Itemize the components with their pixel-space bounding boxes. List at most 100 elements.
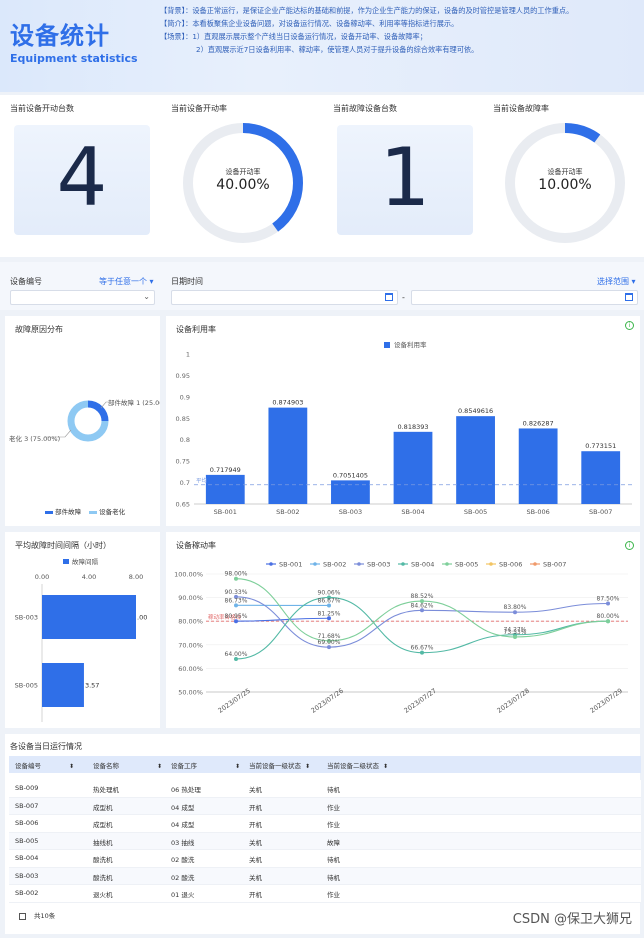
series-line-SB-004: [235, 596, 609, 660]
calendar-icon: [625, 293, 633, 301]
columns-icon[interactable]: [19, 912, 26, 920]
mtbf-title: 平均故障时间间隔（小时）: [15, 541, 111, 550]
x-tick-label: 8.00: [129, 573, 143, 581]
point-label: 80.95%: [225, 613, 248, 620]
desc-scene-2: 2）直观展示近7日设备利用率、稼动率，使管理人员对于提升设备的综合效率有理可依。: [196, 45, 479, 54]
sort-icon: ⬍: [157, 763, 163, 770]
legend-swatch: [384, 342, 390, 348]
table-cell: 作业: [327, 891, 340, 899]
table-row[interactable]: SB-006 成型机 04 成型 开机 作业: [9, 815, 641, 833]
table-cell: 酸洗机: [93, 856, 113, 864]
table-row[interactable]: SB-009 热处理机 06 热处理 关机 待机: [9, 780, 641, 798]
x-tick-label: 2023/07/25: [217, 687, 252, 715]
table-row[interactable]: SB-003 酸洗机 02 酸洗 关机 待机: [9, 867, 641, 885]
table-cell: 01 退火: [171, 891, 195, 899]
bar: [393, 431, 433, 504]
bar: [456, 416, 495, 504]
info-icon[interactable]: i: [625, 541, 634, 550]
legend-label: SB-004: [411, 561, 434, 569]
availability-chart: 50.00% 60.00% 70.00% 80.00% 90.00% 100.00% SB-…: [174, 561, 628, 715]
table-cell: 02 酸洗: [171, 873, 195, 882]
kpi-fault-count-value: 1: [379, 131, 431, 224]
legend-label: SB-005: [455, 561, 478, 569]
y-tick-label: 0.9: [180, 393, 190, 401]
series-point: [234, 656, 238, 661]
kpi-fault-count-card: 1: [337, 125, 473, 235]
device-filter-mode[interactable]: 等于任意一个 ▾: [99, 276, 154, 287]
point-label: 87.50%: [597, 596, 620, 603]
table-cell: 04 成型: [171, 803, 195, 812]
table-row[interactable]: SB-004 酸洗机 02 酸洗 关机 待机: [9, 850, 641, 868]
info-icon[interactable]: i: [625, 321, 634, 330]
point-label: 74.27%: [504, 627, 527, 634]
table-cell: SB-002: [15, 889, 39, 897]
legend-label-part-fault: 部件故障: [55, 508, 82, 516]
series-point: [513, 610, 517, 615]
mtbf-chart: 故障间隔 0.00 4.00 8.00 SB-003 .00 SB-005 3.57: [15, 557, 147, 722]
legend-label: SB-006: [499, 561, 522, 569]
legend-marker: [401, 562, 405, 566]
bar: [268, 407, 308, 504]
series-point: [327, 603, 331, 608]
table-cell: SB-005: [15, 836, 39, 845]
table-footer: 共10条: [19, 910, 55, 920]
header-status-1-label: 当前设备一级状态: [249, 762, 301, 770]
header-device-id-label: 设备编号: [15, 762, 41, 770]
kpi-running-rate-gauge: [183, 123, 303, 243]
table-header-row: 设备编号 ⬍ 设备名称 ⬍ 设备工序 ⬍ 当前设备一级状态 ⬍ 当前设备二级状态 ⬍: [9, 756, 641, 773]
legend-marker: [445, 562, 449, 566]
y-tick-label: 0.95: [176, 372, 190, 380]
calendar-icon: [385, 293, 393, 301]
bar-value-label: 0.7051405: [333, 471, 368, 479]
sort-icon: ⬍: [383, 763, 389, 770]
y-tick-label: SB-005: [15, 682, 38, 690]
header-status-1[interactable]: 当前设备一级状态 ⬍: [249, 760, 310, 770]
header-device-name[interactable]: 设备名称 ⬍: [93, 760, 162, 770]
chevron-down-icon: ⌄: [143, 292, 150, 301]
table-row[interactable]: SB-007 成型机 04 成型 开机 作业: [9, 797, 641, 815]
legend-label: SB-007: [543, 561, 566, 569]
kpi-fault-rate-center-label: 设备开动率: [547, 168, 583, 176]
series-point: [420, 608, 424, 613]
device-filter-select[interactable]: ⌄: [10, 290, 155, 305]
device-status-title: 各设备当日运行情况: [10, 742, 82, 751]
legend-label: SB-001: [279, 561, 302, 569]
point-label: 71.68%: [318, 633, 341, 640]
desc-intro: 【简介】：本看板聚焦企业设备问题，对设备运行情况、设备稼动率、利用率等指标进行展…: [160, 19, 459, 28]
legend-swatch-aging: [89, 510, 97, 514]
utilization-panel: 设备利用率 i 0.65 0.7 0.75 0.8 0.85 0.9 0.95 1 设备利用率 0…: [166, 316, 640, 526]
bar-value-label: 0.874903: [272, 399, 303, 407]
legend-marker: [489, 562, 493, 566]
table-cell: 关机: [249, 856, 262, 864]
header-process[interactable]: 设备工序 ⬍: [171, 760, 240, 770]
table-cell: 退火机: [93, 891, 113, 899]
table-row[interactable]: SB-005 抽线机 03 抽线 关机 故障: [9, 832, 641, 850]
caret-down-icon: ▾: [631, 277, 636, 286]
bar-value-label: .00: [137, 614, 147, 622]
date-end-input[interactable]: [411, 290, 638, 305]
x-tick-label: 4.00: [82, 573, 96, 581]
desc-background: 【背景】：设备正常运行，是保证企业产能达标的基础和前提，作为企业生产能力的保证，…: [160, 6, 574, 15]
date-filter-mode[interactable]: 选择范围 ▾: [597, 276, 636, 287]
availability-panel: 设备稼动率 i 50.00% 60.00% 70.00% 80.00% 90.00% 10…: [166, 532, 640, 728]
legend-swatch: [63, 559, 69, 564]
table-row[interactable]: SB-002 退火机 01 退火 开机 作业: [9, 885, 641, 903]
date-start-input[interactable]: [171, 290, 398, 305]
bar: [581, 451, 621, 504]
table-total: 共10条: [34, 912, 56, 920]
x-tick-label: SB-005: [464, 508, 487, 516]
legend-label: SB-003: [367, 561, 390, 569]
bar-value-label: 0.826287: [523, 419, 554, 427]
kpi-running-count-card: 4: [14, 125, 150, 235]
x-tick-label: SB-007: [589, 508, 612, 516]
availability-title: 设备稼动率: [176, 541, 216, 550]
header-device-id[interactable]: 设备编号 ⬍: [15, 760, 74, 770]
mtbf-panel: 平均故障时间间隔（小时） 故障间隔 0.00 4.00 8.00 SB-003 .00 SB…: [5, 532, 160, 728]
y-tick-label: 0.85: [176, 415, 190, 423]
header-status-2[interactable]: 当前设备二级状态 ⬍: [327, 760, 388, 770]
series-point: [234, 603, 238, 608]
kpi-running-count-value: 4: [56, 131, 108, 224]
series-point: [513, 634, 517, 639]
pie-legend-part-fault: 部件故障: [45, 506, 81, 516]
table-cell: SB-009: [15, 784, 39, 792]
